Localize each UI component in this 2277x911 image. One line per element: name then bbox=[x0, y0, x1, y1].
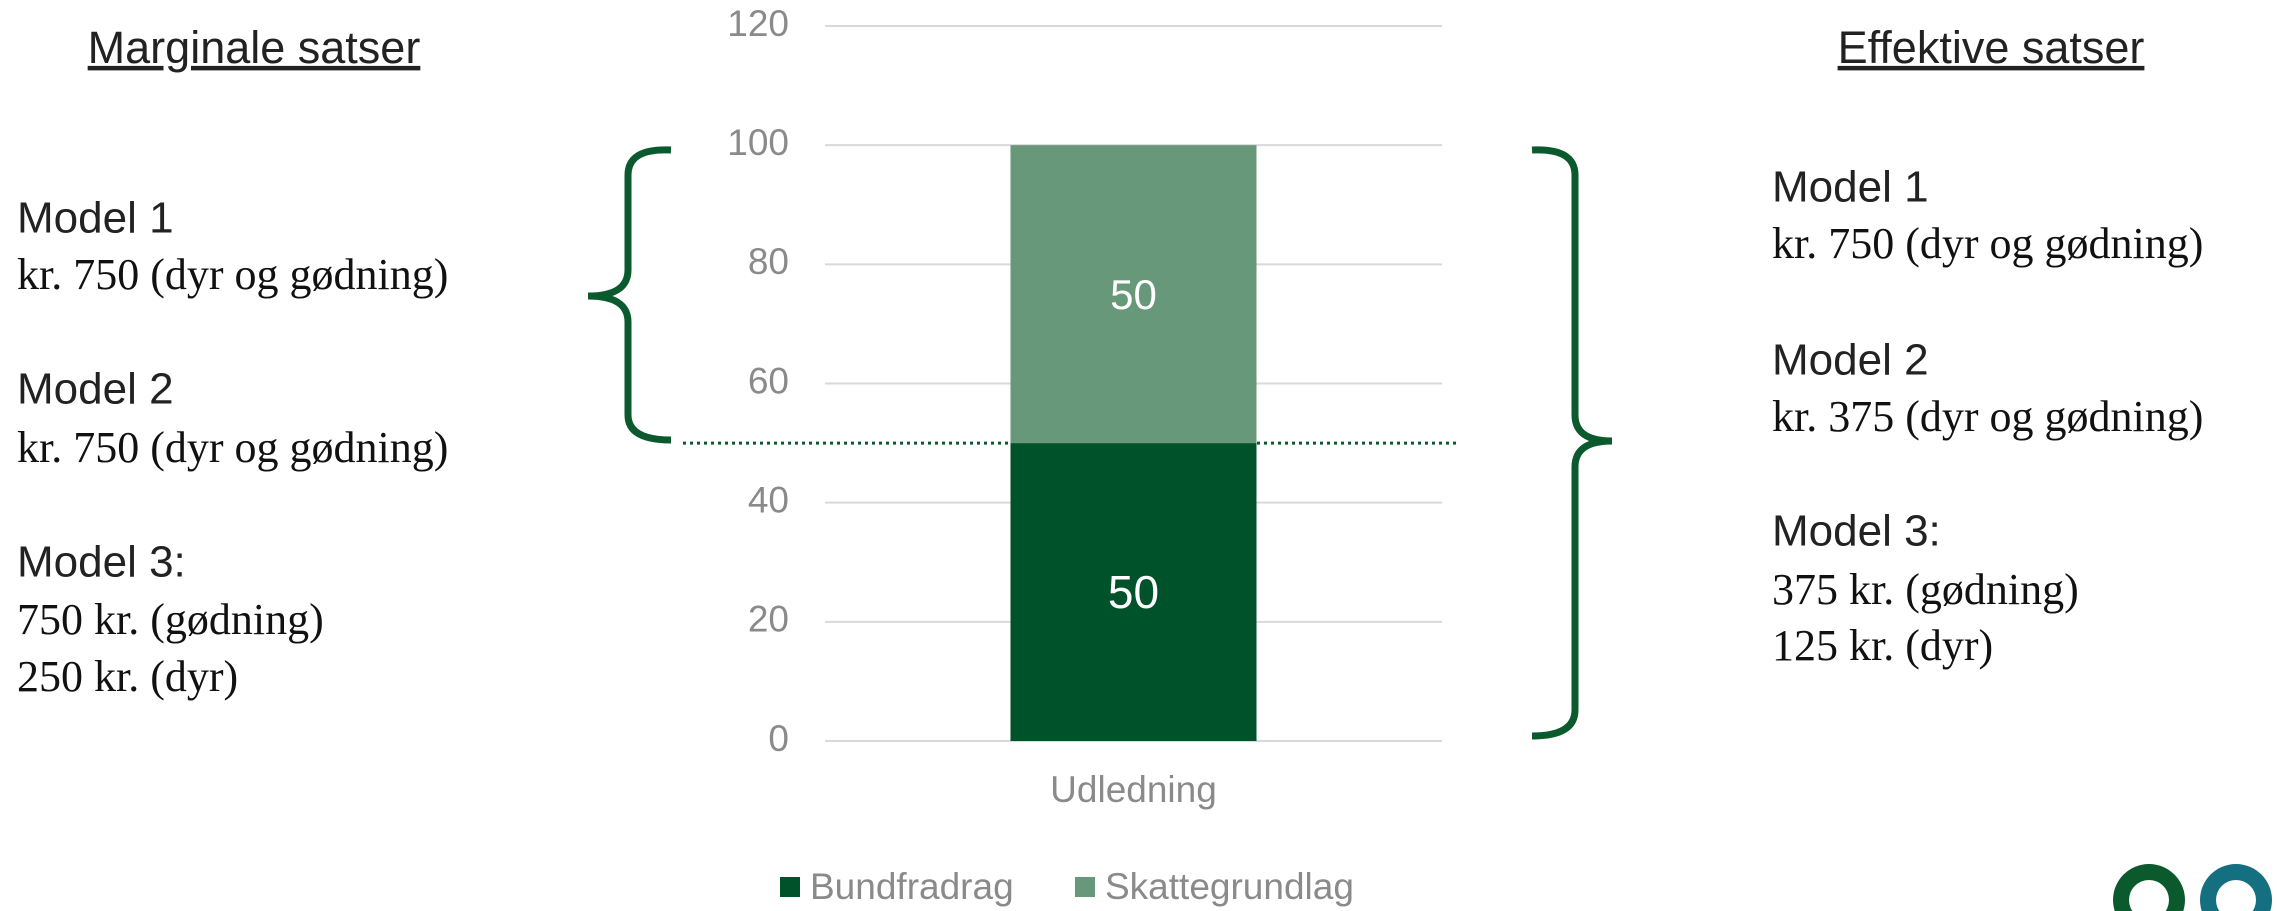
model-rate: 750 kr. (gødning) bbox=[17, 595, 324, 644]
y-tick-label: 0 bbox=[768, 718, 789, 759]
legend-swatch bbox=[780, 877, 800, 897]
y-tick-label: 80 bbox=[748, 241, 789, 282]
panel-title: Marginale satser bbox=[88, 22, 421, 73]
legend-label: Skattegrundlag bbox=[1105, 866, 1354, 907]
model-name: Model 1 bbox=[1772, 163, 1929, 212]
y-tick-label: 20 bbox=[748, 599, 789, 640]
bar-segment bbox=[1010, 443, 1257, 741]
data-label: 50 bbox=[1110, 271, 1157, 318]
left-brace bbox=[587, 146, 672, 444]
y-tick-label: 100 bbox=[727, 122, 789, 163]
model-name: Model 3: bbox=[1772, 507, 1941, 556]
model-rate: 250 kr. (dyr) bbox=[17, 652, 238, 701]
model-rate: kr. 375 (dyr og gødning) bbox=[1772, 392, 2203, 441]
legend-swatch bbox=[1075, 877, 1095, 897]
y-tick-label: 60 bbox=[748, 360, 789, 401]
model-name: Model 2 bbox=[1772, 336, 1929, 385]
model-rate: 375 kr. (gødning) bbox=[1772, 565, 2079, 614]
model-name: Model 2 bbox=[17, 365, 174, 414]
bar-segment bbox=[1010, 145, 1257, 444]
model-rate: kr. 750 (dyr og gødning) bbox=[17, 250, 448, 299]
model-rate: kr. 750 (dyr og gødning) bbox=[17, 423, 448, 472]
x-tick-label: Udledning bbox=[1050, 769, 1217, 810]
logo-circle bbox=[2216, 880, 2256, 911]
panel-title: Effektive satser bbox=[1838, 22, 2145, 73]
data-label: 50 bbox=[1108, 566, 1159, 618]
y-tick-label: 40 bbox=[748, 479, 789, 520]
right-brace bbox=[1531, 146, 1613, 740]
y-tick-label: 120 bbox=[727, 3, 789, 44]
logo-circle bbox=[2129, 880, 2169, 911]
model-rate: 125 kr. (dyr) bbox=[1772, 621, 1993, 670]
legend-label: Bundfradrag bbox=[810, 866, 1014, 907]
model-name: Model 3: bbox=[17, 538, 186, 587]
model-name: Model 1 bbox=[17, 194, 174, 243]
model-rate: kr. 750 (dyr og gødning) bbox=[1772, 219, 2203, 268]
